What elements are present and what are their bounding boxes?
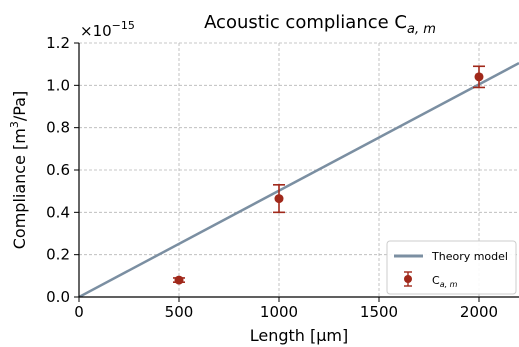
- y-tick-label: 1.0: [46, 76, 70, 94]
- chart-title: Acoustic compliance Ca, m: [204, 12, 436, 37]
- series-layer: [79, 62, 519, 297]
- y-tick-label: 0.6: [46, 161, 70, 179]
- legend: Theory model Ca, m: [386, 240, 517, 295]
- ticks: 0 500 1000 1500 2000 0.0 0.2 0.4 0.6 0.8 1.0 1.2: [46, 34, 498, 321]
- y-tick-label: 0.4: [46, 203, 70, 221]
- y-tick-label: 1.2: [46, 34, 70, 52]
- data-point: [274, 194, 284, 204]
- x-tick-label: 0: [74, 303, 84, 321]
- legend-data-label: Ca, m: [432, 274, 458, 289]
- y-tick-label: 0.8: [46, 119, 70, 137]
- y-tick-label: 0.2: [46, 246, 70, 264]
- data-point: [174, 275, 184, 285]
- legend-marker: [404, 275, 412, 283]
- x-tick-label: 1000: [260, 303, 298, 321]
- x-tick-label: 500: [165, 303, 194, 321]
- theory-model-line: [79, 62, 519, 297]
- x-tick-label: 2000: [460, 303, 498, 321]
- y-multiplier: ×10−15: [80, 19, 135, 40]
- legend-data-swatch: [404, 271, 412, 287]
- y-axis-label: Compliance [m3/Pa]: [8, 91, 29, 249]
- y-tick-label: 0.0: [46, 288, 70, 306]
- x-tick-label: 1500: [360, 303, 398, 321]
- legend-theory-label: Theory model: [431, 250, 508, 263]
- data-point: [474, 72, 484, 82]
- x-axis-label: Length [μm]: [250, 326, 349, 345]
- legend-box: [386, 240, 517, 295]
